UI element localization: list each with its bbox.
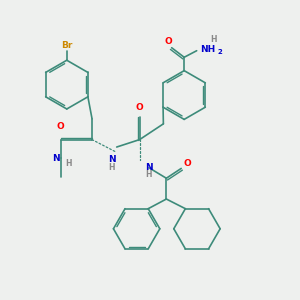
Text: H: H [109,163,115,172]
Text: N: N [108,155,116,164]
Text: H: H [210,35,216,44]
Text: O: O [136,103,143,112]
Text: NH: NH [200,45,216,54]
Text: Br: Br [61,41,73,50]
Text: H: H [65,159,71,168]
Text: O: O [57,122,65,131]
Text: N: N [145,163,152,172]
Text: O: O [183,159,191,168]
Text: H: H [145,170,152,179]
Text: 2: 2 [218,49,222,55]
Text: O: O [164,37,172,46]
Text: N: N [52,154,59,163]
